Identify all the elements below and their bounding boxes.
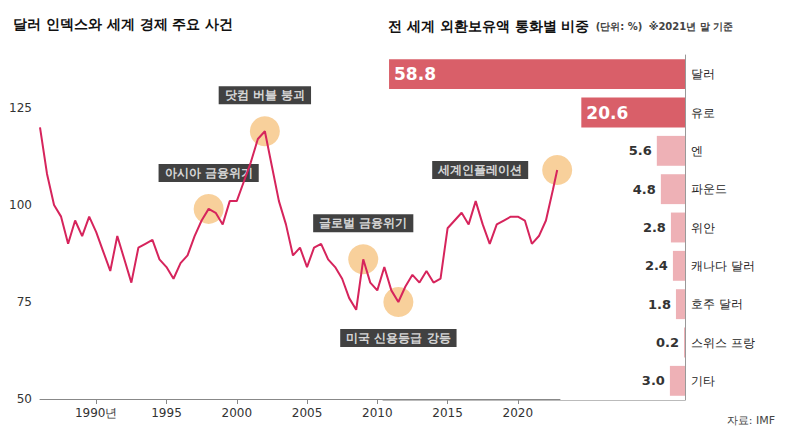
svg-text:호주 달러: 호주 달러: [691, 297, 743, 311]
svg-text:0.2: 0.2: [656, 335, 679, 350]
svg-text:달러 인덱스와 세계 경제 주요 사건: 달러 인덱스와 세계 경제 주요 사건: [13, 16, 233, 32]
svg-text:50: 50: [17, 392, 32, 406]
svg-text:1990년: 1990년: [75, 406, 118, 420]
svg-text:아시아 금융위기: 아시아 금융위기: [165, 166, 253, 180]
svg-text:위안: 위안: [691, 221, 715, 235]
svg-text:2.4: 2.4: [645, 258, 668, 273]
svg-text:캐나다 달러: 캐나다 달러: [691, 259, 755, 273]
svg-text:기타: 기타: [691, 374, 715, 388]
svg-text:58.8: 58.8: [394, 64, 436, 84]
svg-text:(단위: %): (단위: %): [596, 21, 643, 32]
svg-text:75: 75: [17, 295, 32, 309]
svg-text:125: 125: [9, 101, 32, 115]
svg-text:닷컴 버블 붕괴: 닷컴 버블 붕괴: [225, 88, 305, 102]
svg-text:1995: 1995: [151, 406, 182, 420]
svg-text:2020: 2020: [503, 406, 534, 420]
svg-text:글로벌 금융위기: 글로벌 금융위기: [319, 216, 407, 230]
svg-text:4.8: 4.8: [633, 182, 656, 197]
svg-text:미국 신용등급 강등: 미국 신용등급 강등: [346, 331, 450, 345]
svg-text:2.8: 2.8: [643, 220, 666, 235]
svg-text:파운드: 파운드: [691, 182, 727, 196]
svg-text:엔: 엔: [691, 144, 703, 158]
svg-text:세계인플레이션: 세계인플레이션: [437, 163, 522, 177]
svg-text:전 세계 외환보유액 통화별 비중: 전 세계 외환보유액 통화별 비중: [388, 18, 590, 34]
svg-text:2010: 2010: [362, 406, 393, 420]
svg-text:3.0: 3.0: [642, 373, 665, 388]
svg-text:※2021년 말 기준: ※2021년 말 기준: [649, 21, 734, 32]
svg-text:자료: IMF: 자료: IMF: [727, 414, 775, 427]
svg-text:2015: 2015: [432, 406, 463, 420]
svg-text:2000: 2000: [221, 406, 252, 420]
svg-text:스위스 프랑: 스위스 프랑: [691, 336, 755, 350]
svg-text:1.8: 1.8: [648, 297, 671, 312]
svg-text:달러: 달러: [691, 67, 715, 81]
svg-text:20.6: 20.6: [586, 103, 628, 123]
svg-text:2005: 2005: [292, 406, 323, 420]
svg-text:5.6: 5.6: [629, 143, 652, 158]
svg-text:100: 100: [9, 198, 32, 212]
svg-text:유로: 유로: [691, 106, 715, 120]
